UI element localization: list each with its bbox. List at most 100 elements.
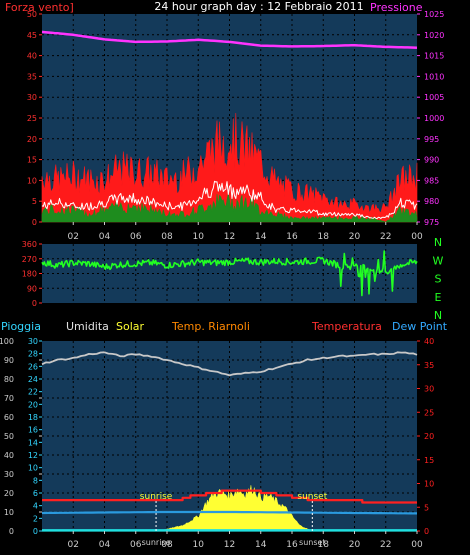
cyan-axis-tick-label: 2: [33, 514, 38, 523]
cyan-axis-tick-label: 22: [28, 388, 38, 397]
pressure-axis-tick-label: 995: [424, 135, 439, 144]
sunset-label: sunset: [297, 492, 327, 502]
rain-axis-tick-label: 70: [4, 394, 14, 403]
cyan-axis-tick-label: 6: [33, 489, 38, 498]
x-tick-label: 14: [255, 232, 267, 242]
wind-axis-tick-label: 15: [27, 156, 37, 165]
pressure-axis-tick-label: 980: [424, 197, 439, 206]
compass-label: N: [434, 236, 442, 249]
temp-axis-tick-label: 5: [424, 503, 429, 512]
cyan-axis-tick-label: 8: [33, 476, 38, 485]
legend-riarnoli: Temp. Riarnoli: [171, 320, 250, 333]
x-tick-label: 06: [130, 232, 142, 242]
plot-area-direction: [42, 244, 417, 303]
x-tick-label: 18: [318, 232, 330, 242]
cyan-axis-tick-label: 30: [28, 337, 38, 346]
pressure-axis-tick-label: 1015: [424, 52, 444, 61]
chart-title: 24 hour graph day : 12 Febbraio 2011: [154, 0, 363, 13]
series-wind: [41, 30, 418, 223]
cyan-axis-tick-label: 0: [33, 527, 38, 536]
x-tick-label: 22: [380, 232, 391, 242]
direction-axis-tick-label: 360: [22, 240, 37, 249]
series-dew-point: [41, 510, 417, 515]
legend-wind: Forza vento]: [5, 1, 74, 14]
x-tick-label: 04: [99, 232, 111, 242]
temp-axis-tick-label: 35: [424, 361, 434, 370]
cyan-axis-tick-label: 26: [28, 362, 38, 371]
temp-axis-tick-label: 0: [424, 527, 429, 536]
pressure-axis-tick-label: 985: [424, 176, 439, 185]
wind-axis-tick-label: 45: [27, 31, 37, 40]
series-wind-average: [41, 180, 418, 220]
axis-direction-degrees: 0 90 180 270 360: [22, 240, 42, 308]
legend-solar: Solar: [116, 320, 145, 333]
pressure-axis-tick-label: 1010: [424, 72, 444, 81]
compass-label: W: [433, 254, 444, 267]
series-pressure: [41, 30, 418, 49]
pressure-axis-tick-label: 1000: [424, 114, 444, 123]
wind-axis-tick-label: 10: [27, 176, 37, 185]
x-axis-weather: 02 04 06 08 10 12 14 16 18 20 22 00: [68, 531, 423, 550]
cyan-axis-tick-label: 10: [28, 464, 38, 473]
series-wind-direction: [41, 250, 418, 297]
x-tick-label: 04: [99, 540, 111, 550]
series-humidity: [41, 351, 418, 377]
x-tick-label: 10: [193, 232, 205, 242]
rain-axis-tick-label: 90: [4, 356, 14, 365]
rain-axis-tick-label: 30: [4, 470, 14, 479]
x-tick-label: 00: [411, 540, 423, 550]
cyan-axis-tick-label: 14: [28, 438, 38, 447]
rain-axis-tick-label: 50: [4, 432, 14, 441]
series-direction: [41, 250, 418, 297]
cyan-axis-tick-label: 20: [28, 400, 38, 409]
axis-pressure: 975 980 985 990 995 1000 1005 1010 1015 1020 1025: [417, 10, 444, 227]
x-tick-label: 02: [68, 540, 79, 550]
legend-dewpoint: Dew Point: [392, 320, 448, 333]
x-tick-label: 22: [380, 540, 391, 550]
direction-axis-tick-label: 0: [32, 299, 37, 308]
rain-axis-tick-label: 60: [4, 413, 14, 422]
x-tick-label: 08: [161, 232, 173, 242]
x-tick-label: 12: [224, 232, 235, 242]
direction-axis-tick-label: 270: [22, 255, 37, 264]
cyan-axis-tick-label: 16: [28, 426, 38, 435]
series-wind-low: [41, 193, 418, 223]
cyan-axis-tick-label: 18: [28, 413, 38, 422]
temp-axis-tick-label: 15: [424, 456, 434, 465]
wind-axis-tick-label: 40: [27, 52, 37, 61]
temp-axis-tick-label: 30: [424, 385, 434, 394]
series-temperature: [42, 489, 417, 504]
cyan-axis-tick-label: 24: [28, 375, 38, 384]
legend-pressure: Pressione: [370, 1, 423, 14]
temp-axis-tick-label: 20: [424, 432, 434, 441]
wind-axis-tick-label: 35: [27, 72, 37, 81]
compass-label: S: [435, 273, 442, 286]
x-tick-label: 00: [411, 232, 423, 242]
x-axis-wind: 02 04 06 08 10 12 14 16 18 20 22 00: [68, 222, 423, 242]
rain-axis-tick-label: 80: [4, 375, 14, 384]
temp-axis-tick-label: 40: [424, 337, 434, 346]
rain-axis-tick-label: 10: [4, 508, 14, 517]
x-tick-label: 16: [286, 232, 298, 242]
series-wind-gust: [41, 112, 418, 223]
compass-label: E: [435, 291, 442, 304]
sunrise-label: sunrise: [140, 492, 173, 502]
cyan-axis-tick-label: 4: [33, 502, 38, 511]
x-tick-label: 20: [349, 540, 361, 550]
wind-axis-tick-label: 5: [32, 197, 37, 206]
x-tick-label: 16: [286, 540, 298, 550]
grid-weather: [42, 341, 417, 531]
x-tick-label: 02: [68, 232, 79, 242]
direction-axis-tick-label: 90: [27, 284, 37, 293]
rain-axis-tick-label: 0: [9, 527, 14, 536]
legend-rain: Pioggia: [1, 320, 41, 333]
pressure-axis-tick-label: 990: [424, 156, 439, 165]
rain-axis-tick-label: 40: [4, 451, 14, 460]
